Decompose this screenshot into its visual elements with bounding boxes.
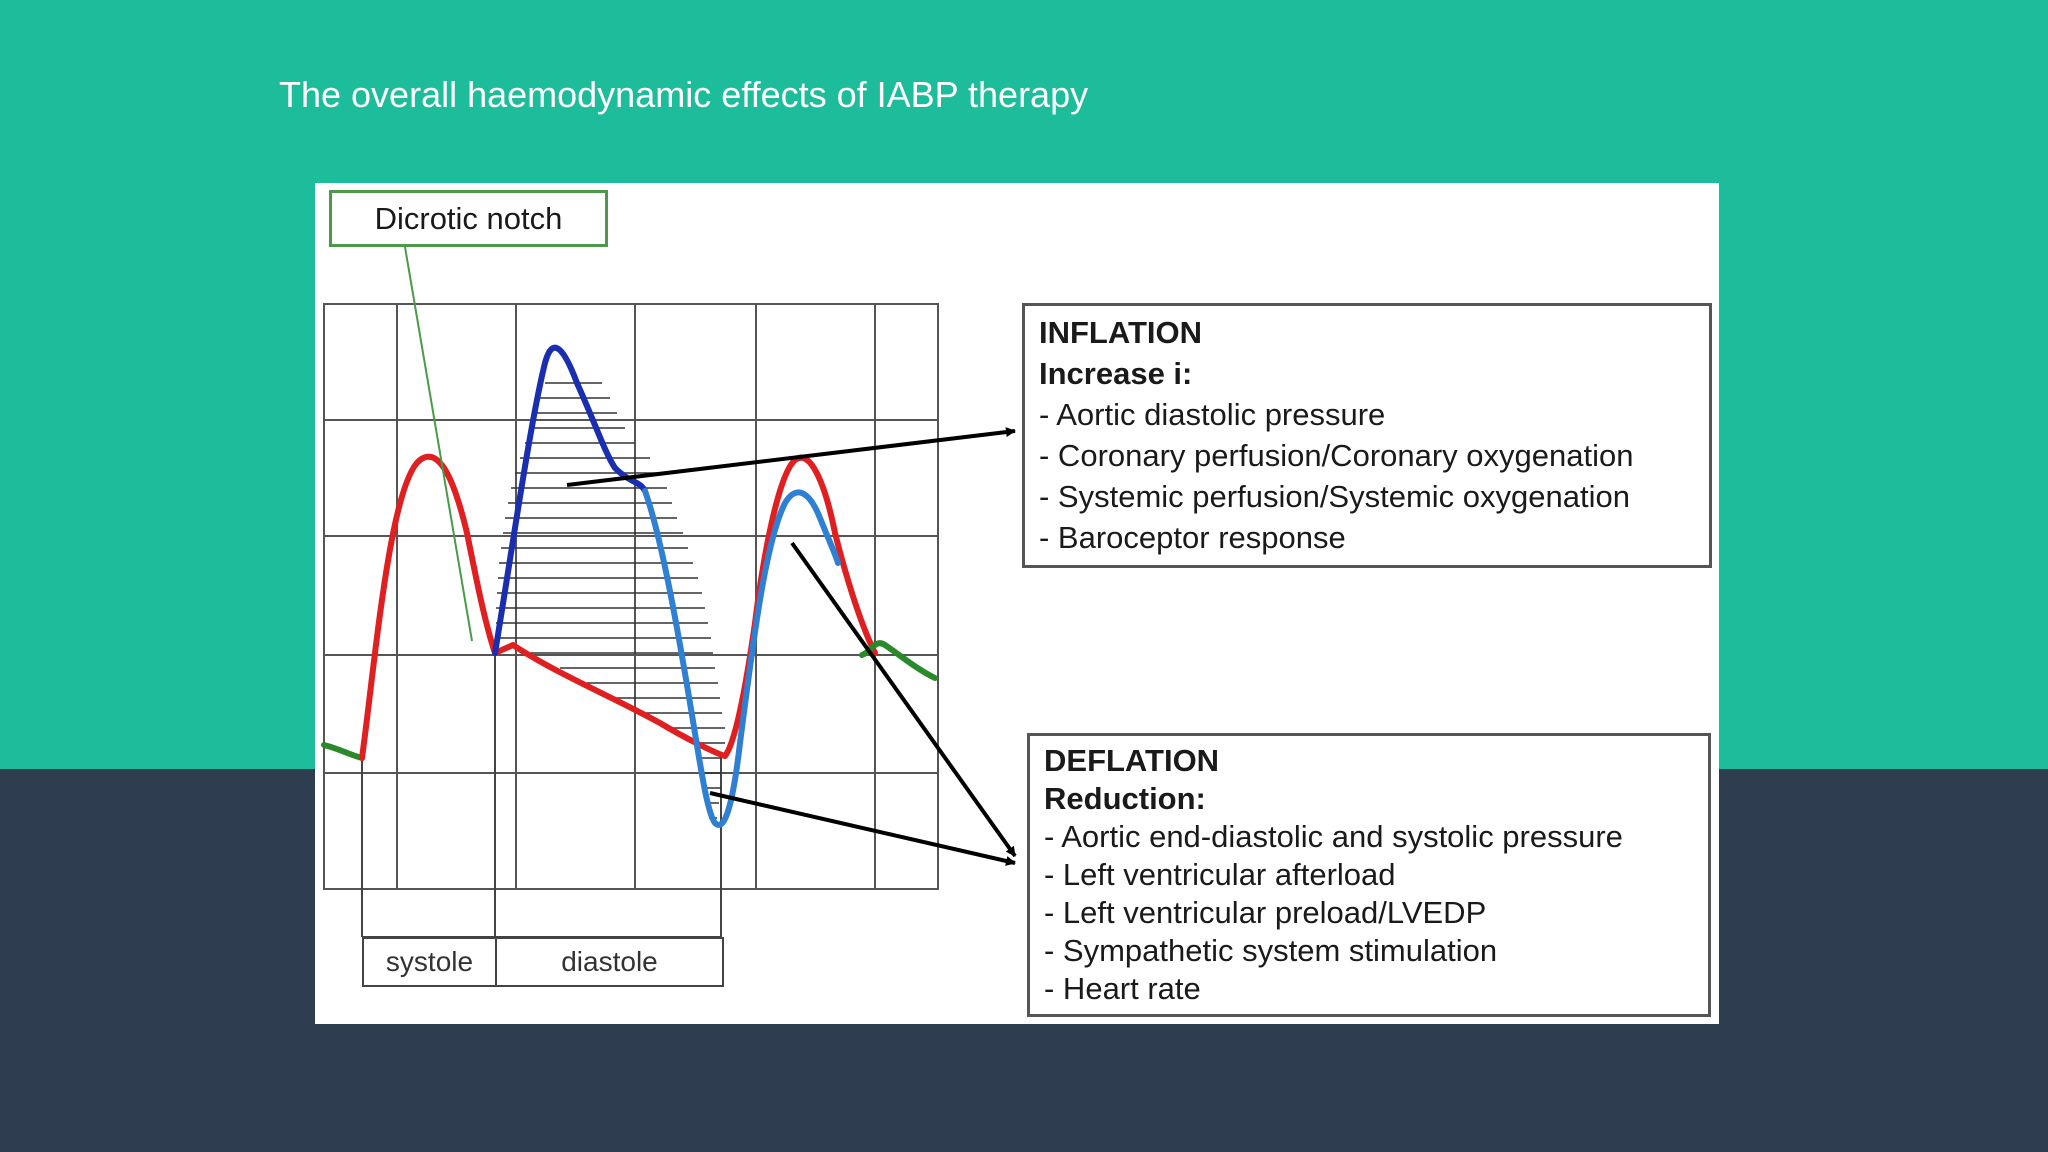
deflation-item: - Aortic end-diastolic and systolic pres… bbox=[1044, 819, 1623, 854]
systole-label: systole bbox=[362, 937, 497, 987]
deflation-arrow-upper bbox=[790, 541, 1017, 858]
augmentation-hatching bbox=[496, 382, 725, 819]
deflation-item: - Heart rate bbox=[1044, 971, 1201, 1006]
deflation-item: - Left ventricular afterload bbox=[1044, 857, 1396, 892]
iabp-waveform-figure: Dicrotic notch INFLATION Increase i: - A… bbox=[315, 183, 1719, 1024]
balloon-pressure-trace bbox=[642, 488, 841, 828]
dicrotic-notch-label: Dicrotic notch bbox=[329, 190, 608, 247]
deflation-heading: DEFLATION bbox=[1044, 743, 1220, 778]
diastole-label: diastole bbox=[495, 937, 724, 987]
deflation-arrow-lower bbox=[709, 791, 1016, 866]
inflation-heading: INFLATION bbox=[1039, 315, 1203, 350]
inflation-item: - Aortic diastolic pressure bbox=[1039, 397, 1386, 432]
inflation-item: - Baroceptor response bbox=[1039, 520, 1346, 555]
deflation-item: - Sympathetic system stimulation bbox=[1044, 933, 1498, 968]
waveform-diagram bbox=[321, 246, 1017, 938]
waveform-grid bbox=[323, 303, 939, 890]
slide-title: The overall haemodynamic effects of IABP… bbox=[279, 74, 1089, 115]
deflation-panel: DEFLATION Reduction: - Aortic end-diasto… bbox=[1027, 733, 1711, 1017]
inflation-item: - Coronary perfusion/Coronary oxygenatio… bbox=[1039, 438, 1634, 473]
inflation-subheading: Increase i: bbox=[1039, 356, 1193, 391]
baseline-pressure-trace-right bbox=[859, 640, 938, 681]
inflation-item: - Systemic perfusion/Systemic oxygenatio… bbox=[1039, 479, 1630, 514]
inflation-panel: INFLATION Increase i: - Aortic diastolic… bbox=[1022, 303, 1712, 568]
deflation-subheading: Reduction: bbox=[1044, 781, 1206, 816]
arterial-pressure-trace bbox=[359, 453, 878, 761]
baseline-pressure-trace-left bbox=[321, 742, 365, 761]
dicrotic-pointer-line bbox=[404, 246, 473, 642]
augmented-pressure-trace bbox=[492, 344, 648, 656]
phase-bracket bbox=[361, 653, 722, 938]
deflation-item: - Left ventricular preload/LVEDP bbox=[1044, 895, 1487, 930]
inflation-arrow bbox=[566, 427, 1016, 487]
